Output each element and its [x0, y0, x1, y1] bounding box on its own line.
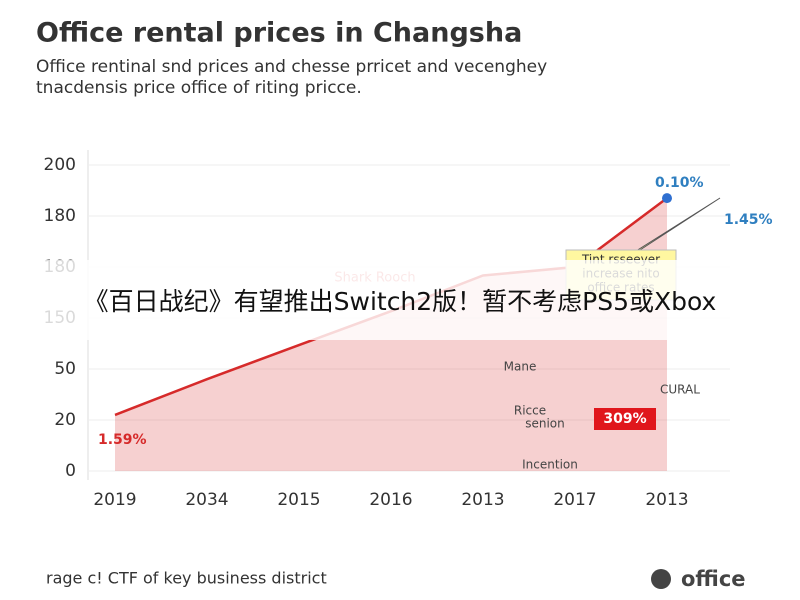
y-tick-label: 20	[54, 410, 76, 430]
end-point	[662, 193, 672, 204]
annotation: Mane	[504, 360, 537, 374]
annotation: Ricce	[514, 404, 546, 418]
y-tick-label: 0	[65, 461, 76, 481]
y-tick-label: 180	[44, 206, 76, 226]
x-tick-label: 2017	[553, 490, 596, 510]
annotation: CURAL	[660, 383, 700, 397]
annotation: Incention	[522, 458, 578, 472]
subtitle: Office rentinal snd prices and chesse pr…	[36, 57, 547, 77]
subtitle: tnacdensis price office of riting pricce…	[36, 78, 362, 98]
x-tick-label: 2016	[369, 490, 412, 510]
logo-icon	[651, 569, 671, 589]
x-tick-label: 2013	[461, 490, 504, 510]
annotation: 309%	[603, 411, 646, 427]
x-tick-label: 2013	[645, 490, 688, 510]
footer: rage c! CTF of key business district	[46, 569, 327, 588]
annotation: 0.10%	[655, 175, 704, 191]
chart-title: Office rental prices in Changsha	[36, 18, 522, 49]
x-tick-label: 2034	[185, 490, 228, 510]
x-tick-label: 2019	[93, 490, 136, 510]
logo: office	[681, 567, 746, 591]
banner: 《百日战纪》有望推出Switch2版！暂不考虑PS5或Xbox	[0, 260, 800, 340]
annotation: senion	[525, 417, 565, 431]
y-tick-label: 50	[54, 359, 76, 379]
x-tick-label: 2015	[277, 490, 320, 510]
annotation: 1.45%	[724, 212, 773, 228]
y-tick-label: 200	[44, 155, 76, 175]
annotation: 1.59%	[98, 432, 147, 448]
badge	[594, 408, 656, 430]
